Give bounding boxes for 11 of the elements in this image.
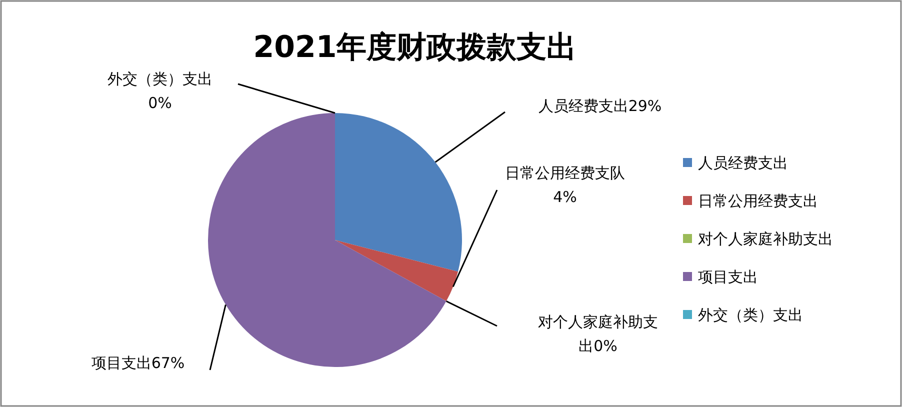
data-label: 项目支出67%	[91, 354, 185, 372]
text: 对个人家庭补助支出0%	[538, 313, 658, 355]
legend-label: 项目支出	[698, 268, 758, 286]
data-label: 日常公用经费支队4%	[505, 164, 625, 206]
legend-label: 人员经费支出	[698, 154, 788, 172]
data-label: 人员经费支出29%	[538, 97, 662, 115]
legend-label: 外交（类）支出	[698, 306, 803, 324]
legend-label: 对个人家庭补助支出	[698, 230, 833, 248]
chart-title: 2021年度财政拨款支出	[253, 30, 577, 65]
text: 外交（类）支出0%	[108, 70, 212, 112]
legend-label: 日常公用经费支出	[698, 192, 818, 210]
